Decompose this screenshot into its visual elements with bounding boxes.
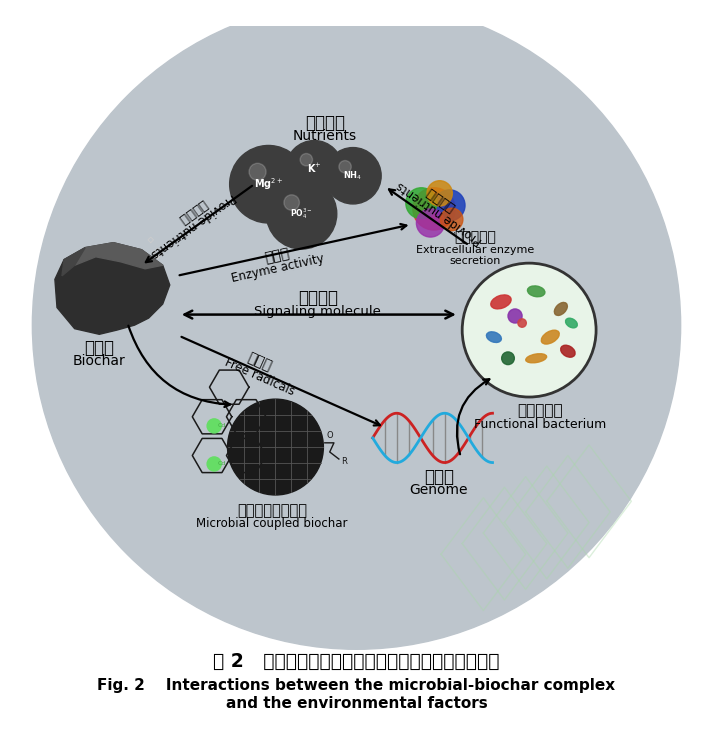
Circle shape — [339, 160, 352, 173]
Text: 功能微生物: 功能微生物 — [517, 404, 563, 419]
Circle shape — [32, 1, 681, 649]
Text: R: R — [341, 457, 347, 466]
Text: Biochar: Biochar — [73, 354, 125, 368]
Circle shape — [227, 399, 324, 495]
Circle shape — [230, 145, 307, 223]
Text: Free radicals: Free radicals — [223, 355, 297, 398]
Text: NH$_4$: NH$_4$ — [344, 169, 363, 182]
Text: Fig. 2    Interactions between the microbial-biochar complex: Fig. 2 Interactions between the microbia… — [98, 678, 615, 693]
Ellipse shape — [528, 286, 545, 297]
Ellipse shape — [508, 309, 522, 323]
Text: Functional bacterium: Functional bacterium — [473, 418, 606, 431]
Ellipse shape — [541, 330, 559, 344]
Text: Nutrients: Nutrients — [293, 129, 356, 144]
Ellipse shape — [491, 295, 511, 309]
Text: Cd: Cd — [217, 461, 226, 466]
Text: Provide nutrients: Provide nutrients — [394, 178, 485, 247]
Circle shape — [207, 457, 221, 471]
Text: 营养元素: 营养元素 — [304, 114, 345, 132]
Text: PO$_4^{3-}$: PO$_4^{3-}$ — [290, 206, 313, 222]
Ellipse shape — [554, 302, 568, 315]
Ellipse shape — [560, 345, 575, 358]
Text: 提供营养: 提供营养 — [176, 197, 210, 226]
Text: Mg$^{2+}$: Mg$^{2+}$ — [254, 176, 283, 192]
Circle shape — [249, 163, 266, 181]
Text: Cd: Cd — [217, 423, 226, 429]
Ellipse shape — [565, 318, 578, 328]
Circle shape — [427, 181, 452, 206]
Text: Extracellular enzyme: Extracellular enzyme — [416, 245, 534, 255]
Text: Signaling molecule: Signaling molecule — [255, 305, 381, 318]
Circle shape — [325, 147, 381, 204]
Polygon shape — [62, 248, 85, 276]
Text: 信号分子: 信号分子 — [298, 289, 338, 307]
Circle shape — [434, 190, 465, 221]
Ellipse shape — [525, 354, 547, 363]
Circle shape — [284, 195, 299, 210]
Text: O: O — [327, 431, 334, 440]
Circle shape — [413, 187, 455, 230]
Text: Provide nutrients: Provide nutrients — [148, 191, 238, 261]
Circle shape — [462, 263, 596, 397]
Circle shape — [207, 419, 221, 433]
Text: 提供营养: 提供营养 — [423, 184, 456, 213]
Circle shape — [441, 208, 463, 231]
Circle shape — [300, 153, 312, 166]
Polygon shape — [55, 243, 170, 334]
Circle shape — [406, 187, 437, 218]
Text: 生物炭负载微生物: 生物炭负载微生物 — [237, 503, 307, 518]
Text: Microbial coupled biochar: Microbial coupled biochar — [196, 517, 348, 531]
Text: 自由基: 自由基 — [246, 350, 275, 373]
Circle shape — [266, 178, 337, 249]
Text: Genome: Genome — [410, 483, 468, 497]
Text: secretion: secretion — [449, 256, 501, 266]
Text: and the environmental factors: and the environmental factors — [225, 696, 488, 711]
Text: 生物炭: 生物炭 — [84, 339, 114, 357]
Text: 图 2   生物炭及其负载微生物与环境中各因素相互作用: 图 2 生物炭及其负载微生物与环境中各因素相互作用 — [213, 652, 500, 671]
Ellipse shape — [518, 319, 526, 327]
Polygon shape — [75, 243, 163, 269]
Circle shape — [416, 209, 445, 237]
Text: 酶活性: 酶活性 — [264, 246, 292, 265]
Ellipse shape — [486, 332, 501, 342]
Circle shape — [286, 141, 342, 197]
Text: 分泌胞外酶: 分泌胞外酶 — [454, 230, 496, 244]
Text: K$^{+}$: K$^{+}$ — [307, 163, 322, 175]
Text: Enzyme activity: Enzyme activity — [230, 253, 325, 285]
Text: 基因组: 基因组 — [424, 468, 454, 485]
Ellipse shape — [502, 352, 514, 364]
